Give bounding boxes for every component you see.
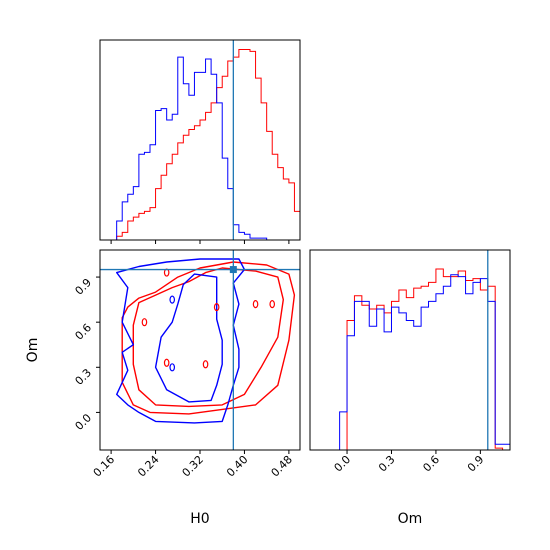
- h0-om-contour-panel: 0.16 0.24 0.32 0.40 0.48 0.0 0.3 0.6 0.9: [73, 249, 301, 480]
- hist-h0-series-0: [100, 49, 301, 241]
- x-tick-label-mid-4: 0.48: [268, 453, 295, 480]
- contour-3: [154, 273, 223, 403]
- x-tick-label-mid-1: 0.24: [135, 453, 162, 480]
- contour-2: [116, 258, 246, 424]
- y-tick-label-0: 0.0: [73, 411, 95, 433]
- h0-marginal-panel: [99, 39, 301, 244]
- x-tick-label-mid-0: 0.16: [91, 453, 118, 480]
- y-tick-label-1: 0.3: [73, 366, 95, 388]
- contour-island-5: [269, 300, 276, 309]
- frame-om: [309, 249, 511, 451]
- x-tick-label-mid-2: 0.32: [180, 453, 207, 480]
- x-axis-label-om: Om: [398, 511, 423, 527]
- frame-h0: [99, 39, 301, 241]
- contour-island-1: [252, 300, 259, 309]
- y-tick-label-2: 0.6: [73, 321, 95, 343]
- truth-point: [229, 266, 237, 274]
- contour-island-8: [169, 363, 176, 372]
- x-tick-label-mid-3: 0.40: [224, 453, 251, 480]
- x-axis-label-h0: H0: [190, 511, 209, 527]
- contour-0: [121, 261, 296, 415]
- y-tick-label-3: 0.9: [73, 276, 95, 298]
- hist-h0-series-1: [100, 56, 300, 241]
- x-tick-label-om-3: 0.9: [465, 453, 487, 475]
- contour-island-7: [169, 295, 176, 304]
- om-marginal-panel: 0.0 0.3 0.6 0.9: [309, 249, 511, 475]
- contour-island-6: [213, 303, 220, 312]
- hist-om-series-1: [310, 274, 511, 451]
- contour-1: [132, 267, 284, 408]
- contour-island-4: [202, 360, 209, 369]
- x-tick-label-om-2: 0.6: [420, 453, 442, 475]
- x-tick-label-om-1: 0.3: [376, 453, 398, 475]
- y-axis-label-om: Om: [25, 338, 41, 363]
- contour-island-3: [163, 358, 170, 367]
- contour-island-2: [141, 318, 148, 327]
- x-tick-label-om-0: 0.0: [332, 453, 354, 475]
